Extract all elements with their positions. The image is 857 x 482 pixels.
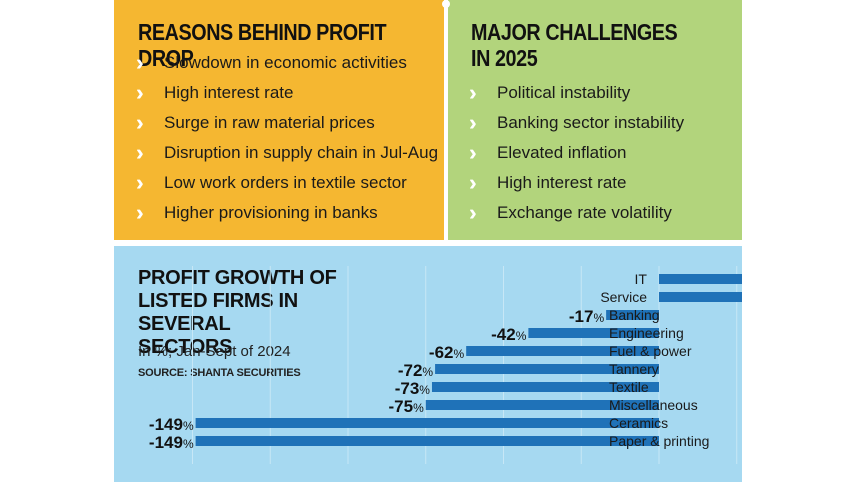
challenges-item-label: Exchange rate volatility <box>497 203 672 222</box>
challenges-item: ›› Banking sector instability <box>469 110 685 143</box>
chart-title: PROFIT GROWTH OF LISTED FIRMS IN SEVERAL… <box>138 267 388 359</box>
category-label: Service <box>600 289 647 305</box>
challenges-item: ›› Exchange rate volatility <box>469 200 684 233</box>
reasons-item: ›› High interest rate <box>136 80 438 113</box>
category-label: Textile <box>609 379 649 395</box>
chevron-right-icon: ›› <box>136 170 141 195</box>
category-label: Paper & printing <box>609 433 709 449</box>
chart-source: SOURCE: SHANTA SECURITIES <box>138 367 301 379</box>
chevron-right-icon: ›› <box>469 170 474 195</box>
value-label: -62% <box>429 343 465 362</box>
category-label: Ceramics <box>609 415 668 431</box>
value-label: -75% <box>389 397 425 416</box>
value-label: -73% <box>395 379 431 398</box>
chart-title-line3: SECTORS <box>138 336 233 358</box>
chevron-right-icon: ›› <box>469 80 474 105</box>
chevron-right-icon: ›› <box>136 200 141 225</box>
chart-title-line1: PROFIT GROWTH OF <box>138 267 337 289</box>
chevron-right-icon: ›› <box>136 110 141 135</box>
category-label: Tannery <box>609 361 659 377</box>
value-label: -149% <box>149 415 194 434</box>
chevron-right-icon: ›› <box>136 140 141 165</box>
category-label: Banking <box>609 307 660 323</box>
reasons-panel: REASONS BEHIND PROFIT DROP ›› Slowdown in… <box>114 0 444 240</box>
challenges-item-label: Political instability <box>497 83 631 102</box>
source-name: SHANTA SECURITIES <box>190 367 301 379</box>
reasons-item: ›› Low work orders in textile sector <box>136 170 438 203</box>
challenges-title-line1: MAJOR CHALLENGES <box>471 19 678 45</box>
chart-subtitle: In %; Jan-Sept of 2024 <box>138 343 291 360</box>
challenges-item: ›› Elevated inflation <box>469 140 684 173</box>
bar-miscellaneous <box>425 400 659 410</box>
challenges-item-label: Banking sector instability <box>497 113 685 132</box>
reasons-item: ›› Slowdown in economic activities <box>136 50 438 83</box>
bar-engineering <box>528 328 659 338</box>
challenges-item: ›› High interest rate <box>469 170 684 203</box>
value-label: -72% <box>398 361 434 380</box>
reasons-item-label: Low work orders in textile sector <box>164 173 407 192</box>
reasons-item-label: Surge in raw material prices <box>164 113 375 132</box>
category-label: Miscellaneous <box>609 397 698 413</box>
separator-dot <box>442 240 450 248</box>
reasons-list: ›› Slowdown in economic activities ›› High … <box>136 50 439 233</box>
reasons-item-label: High interest rate <box>164 83 294 102</box>
chevron-right-icon: ›› <box>469 110 474 135</box>
reasons-item-label: Disruption in supply chain in Jul-Aug <box>164 143 439 162</box>
bar-it <box>659 274 742 284</box>
bar-ceramics <box>195 418 660 428</box>
separator-dot-top <box>442 0 450 8</box>
reasons-item-label: Slowdown in economic activities <box>164 53 407 72</box>
category-label: Engineering <box>609 325 684 341</box>
chart-panel: PROFIT GROWTH OF LISTED FIRMS IN SEVERAL… <box>114 246 742 482</box>
chevron-right-icon: ›› <box>136 50 141 75</box>
reasons-title: REASONS BEHIND PROFIT DROP <box>138 19 387 71</box>
value-label: -42% <box>491 325 527 344</box>
bar-banking <box>606 310 659 320</box>
reasons-item: ›› Surge in raw material prices <box>136 110 438 143</box>
challenges-item-label: Elevated inflation <box>497 143 627 162</box>
bar-chart: 29%IT38%Service-17%Banking-42%Engineerin… <box>149 266 742 464</box>
bar-textile <box>431 382 659 392</box>
bar-fuel-power <box>466 346 659 356</box>
challenges-item: ›› Political instability <box>469 80 684 113</box>
chevron-right-icon: ›› <box>136 80 141 105</box>
chevron-right-icon: ›› <box>469 200 474 225</box>
bar-paper-printing <box>195 436 660 446</box>
value-label: -17% <box>569 307 605 326</box>
category-label: Fuel & power <box>609 343 692 359</box>
reasons-item: ›› Higher provisioning in banks <box>136 200 438 233</box>
reasons-item: ›› Disruption in supply chain in Jul-Aug <box>136 140 439 173</box>
challenges-item-label: High interest rate <box>497 173 627 192</box>
challenges-panel: MAJOR CHALLENGES IN 2025 ›› Political ins… <box>448 0 742 240</box>
challenges-title-line2: IN 2025 <box>471 45 538 71</box>
challenges-list: ›› Political instability ›› Banking sector … <box>469 80 685 233</box>
value-label: -149% <box>149 433 194 452</box>
source-label: SOURCE: <box>138 367 188 379</box>
reasons-item-label: Higher provisioning in banks <box>164 203 378 222</box>
bar-tannery <box>435 364 659 374</box>
bar-service <box>659 292 742 302</box>
challenges-title: MAJOR CHALLENGES IN 2025 <box>471 19 678 71</box>
chart-title-line2: LISTED FIRMS IN SEVERAL <box>138 290 298 335</box>
chevron-right-icon: ›› <box>469 140 474 165</box>
category-label: IT <box>635 271 648 287</box>
